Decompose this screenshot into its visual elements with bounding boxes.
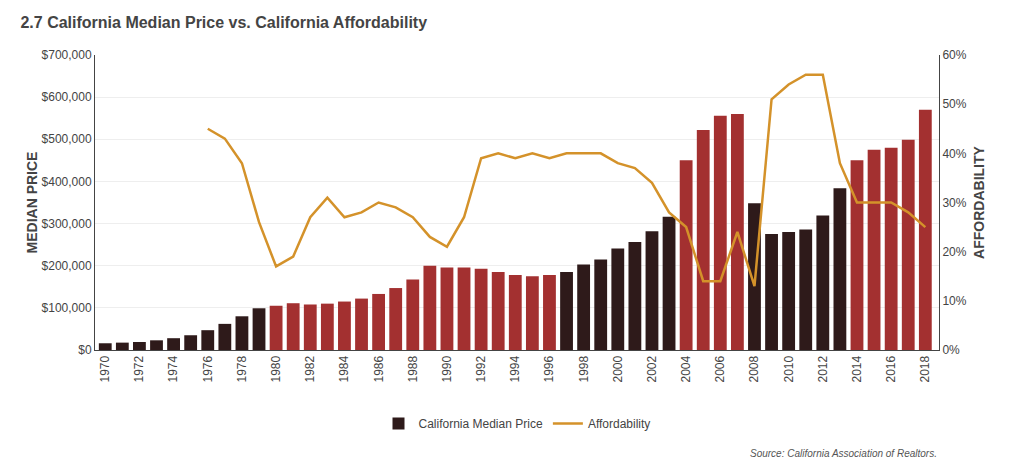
svg-text:0%: 0% bbox=[942, 343, 960, 357]
svg-text:$700,000: $700,000 bbox=[42, 48, 92, 62]
svg-text:$200,000: $200,000 bbox=[42, 259, 92, 273]
svg-text:2004: 2004 bbox=[679, 355, 693, 382]
svg-text:1994: 1994 bbox=[508, 355, 522, 382]
svg-text:50%: 50% bbox=[942, 97, 966, 111]
svg-text:1992: 1992 bbox=[474, 355, 488, 382]
svg-text:2018: 2018 bbox=[918, 355, 932, 382]
svg-text:1970: 1970 bbox=[98, 355, 112, 382]
svg-text:2008: 2008 bbox=[747, 355, 761, 382]
svg-text:1986: 1986 bbox=[372, 355, 386, 382]
svg-text:1974: 1974 bbox=[166, 355, 180, 382]
svg-text:1984: 1984 bbox=[337, 355, 351, 382]
svg-text:1978: 1978 bbox=[235, 355, 249, 382]
svg-text:AFFORDABILITY: AFFORDABILITY bbox=[971, 145, 987, 258]
svg-text:1980: 1980 bbox=[269, 355, 283, 382]
svg-text:2010: 2010 bbox=[782, 355, 796, 382]
svg-text:60%: 60% bbox=[942, 48, 966, 62]
svg-text:1982: 1982 bbox=[303, 355, 317, 382]
svg-text:1996: 1996 bbox=[542, 355, 556, 382]
svg-text:$600,000: $600,000 bbox=[42, 90, 92, 104]
svg-text:MEDIAN PRICE: MEDIAN PRICE bbox=[24, 152, 40, 254]
svg-text:10%: 10% bbox=[942, 294, 966, 308]
svg-text:2012: 2012 bbox=[816, 355, 830, 382]
svg-text:30%: 30% bbox=[942, 196, 966, 210]
svg-text:$0: $0 bbox=[78, 343, 92, 357]
svg-text:1998: 1998 bbox=[577, 355, 591, 382]
svg-text:California Median Price: California Median Price bbox=[419, 417, 543, 431]
svg-text:Affordability: Affordability bbox=[588, 417, 650, 431]
svg-text:1976: 1976 bbox=[201, 355, 215, 382]
svg-text:$100,000: $100,000 bbox=[42, 301, 92, 315]
svg-text:2006: 2006 bbox=[713, 355, 727, 382]
svg-text:$300,000: $300,000 bbox=[42, 217, 92, 231]
svg-text:2014: 2014 bbox=[850, 355, 864, 382]
svg-text:2.7 California Median Price vs: 2.7 California Median Price vs. Californ… bbox=[20, 14, 427, 31]
svg-text:1988: 1988 bbox=[406, 355, 420, 382]
svg-text:2002: 2002 bbox=[645, 355, 659, 382]
svg-text:1990: 1990 bbox=[440, 355, 454, 382]
svg-text:20%: 20% bbox=[942, 245, 966, 259]
svg-text:$400,000: $400,000 bbox=[42, 175, 92, 189]
svg-text:2016: 2016 bbox=[884, 355, 898, 382]
svg-text:$500,000: $500,000 bbox=[42, 132, 92, 146]
svg-text:Source: California Association: Source: California Association of Realto… bbox=[750, 448, 937, 459]
svg-text:40%: 40% bbox=[942, 147, 966, 161]
svg-text:1972: 1972 bbox=[132, 355, 146, 382]
svg-text:2000: 2000 bbox=[611, 355, 625, 382]
